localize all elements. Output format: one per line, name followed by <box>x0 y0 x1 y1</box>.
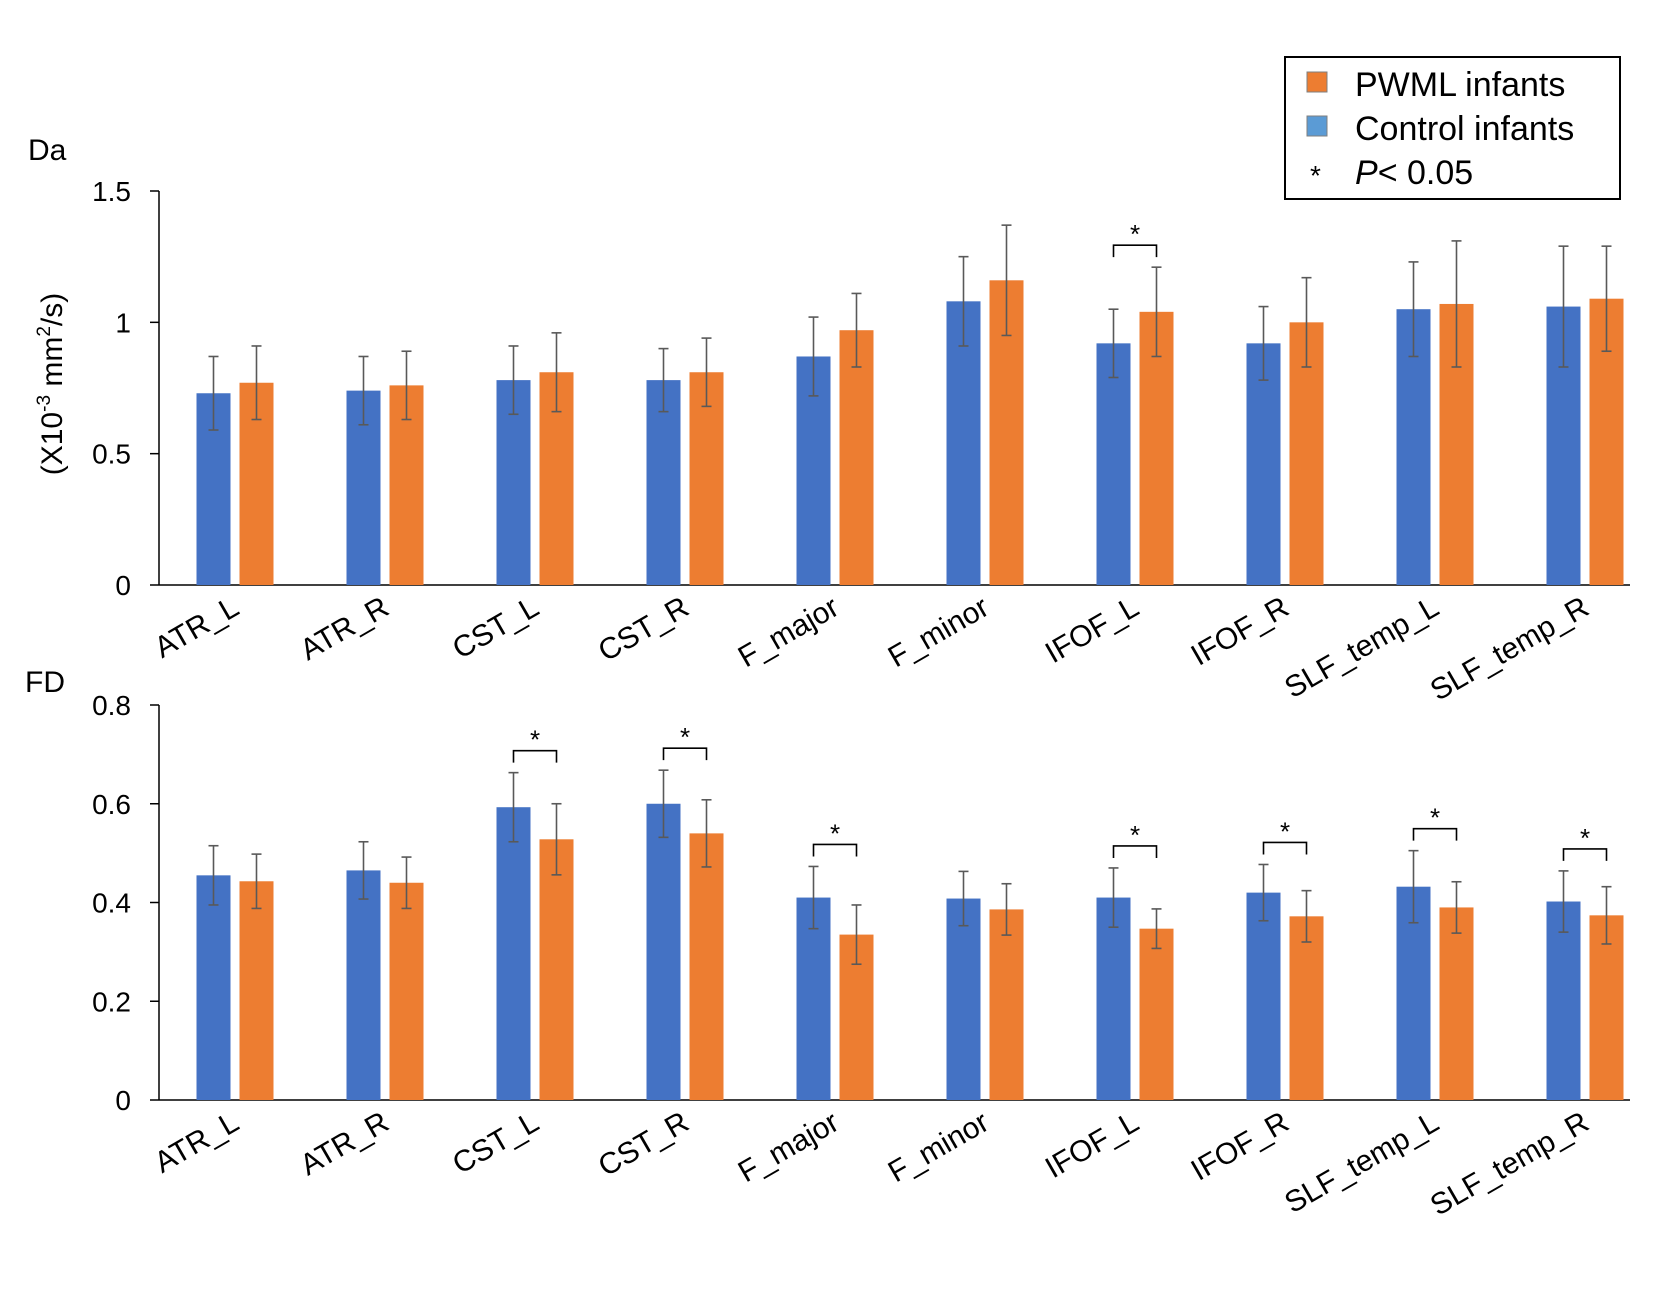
fd-bar-control <box>1096 897 1131 1100</box>
legend-sig-text: P< 0.05 <box>1355 154 1473 192</box>
legend-box <box>1284 56 1621 200</box>
fd-bar-control <box>1246 892 1281 1100</box>
da-y-tick-label: 0.5 <box>92 439 131 470</box>
fd-bar-control <box>346 870 381 1100</box>
legend-sig-symbol: * <box>1310 160 1321 191</box>
fd-bar-pwml <box>989 909 1024 1100</box>
da-bar-control <box>1246 343 1281 585</box>
fd-x-tick-label: CST_R <box>593 1105 695 1183</box>
fd-bar-pwml <box>1589 915 1624 1100</box>
fd-panel: FD 0 0.2 0.4 0.6 0.8 ATR_L ATR_R * CST_L * CST_R * F… <box>25 666 1630 1222</box>
fd-x-tick-label: IFOF_L <box>1040 1105 1145 1184</box>
fd-x-tick-label: SLF_temp_L <box>1279 1105 1444 1219</box>
fd-bar-control <box>196 875 231 1100</box>
da-bar-pwml <box>1139 311 1174 585</box>
legend-sig-p: P <box>1355 154 1378 192</box>
fd-bar-pwml <box>239 881 274 1100</box>
da-bar-control <box>1096 343 1131 585</box>
fd-x-tick-label: F_minor <box>883 1105 995 1189</box>
da-ylabel-mid: mm <box>36 337 69 395</box>
fd-bar-control <box>1546 901 1581 1100</box>
fd-significance-bracket: * <box>662 722 708 761</box>
legend: PWML infants Control infants * P< 0.05 <box>1284 56 1621 200</box>
fd-y-tick-label: 0.2 <box>92 986 131 1017</box>
da-significance-star: * <box>1130 219 1140 249</box>
da-x-tick-label: IFOF_L <box>1040 590 1145 669</box>
fd-bar-pwml <box>1139 928 1174 1100</box>
fd-bracket-line <box>812 843 858 857</box>
fd-significance-star: * <box>530 725 540 755</box>
legend-sig-rest: < 0.05 <box>1378 154 1473 192</box>
fd-y-tick-label: 0.4 <box>92 888 131 919</box>
fd-bracket-line <box>512 749 558 763</box>
fd-bracket-line <box>662 747 708 761</box>
fd-y-tick-label: 0 <box>115 1085 131 1116</box>
fd-bracket-line <box>1262 841 1308 855</box>
da-x-tick-label: IFOF_R <box>1186 590 1295 672</box>
da-ylabel-sup1: -3 <box>34 395 55 412</box>
legend-label-control: Control infants <box>1355 110 1574 148</box>
fd-x-tick-label: CST_L <box>447 1105 544 1180</box>
fd-bar-control <box>946 898 981 1100</box>
fd-bar-pwml <box>539 839 574 1100</box>
da-significance-bracket: * <box>1112 219 1158 258</box>
fd-x-tick-label: F_major <box>733 1105 845 1189</box>
da-y-axis-label: (X10-3 mm2/s) <box>34 293 69 476</box>
fd-significance-bracket: * <box>1562 823 1608 861</box>
da-panel: Da (X10-3 mm2/s) 0 0.5 1 1.5 ATR_L ATR_R CST_L… <box>28 134 1630 707</box>
fd-bracket-line <box>1562 848 1608 861</box>
fd-bar-control <box>496 807 531 1100</box>
fd-panel-label: FD <box>25 666 65 699</box>
fd-significance-bracket: * <box>1412 803 1458 841</box>
fd-bar-pwml <box>689 833 724 1100</box>
fd-bar-control <box>796 897 831 1100</box>
fd-significance-bracket: * <box>1112 820 1158 858</box>
da-y-tick-label: 0 <box>115 570 131 601</box>
da-y-tick-label: 1.5 <box>92 176 131 207</box>
da-x-tick-label: ATR_L <box>149 590 244 664</box>
fd-bar-control <box>646 803 681 1100</box>
fd-significance-star: * <box>1580 823 1590 853</box>
fd-bar-pwml <box>1289 916 1324 1100</box>
fd-significance-star: * <box>1130 820 1140 850</box>
da-ylabel-sup2: 2 <box>34 326 55 337</box>
da-y-tick-label: 1 <box>115 307 131 338</box>
da-bracket-line <box>1112 244 1158 258</box>
fd-bracket-line <box>1112 845 1158 858</box>
fd-x-tick-label: SLF_temp_R <box>1425 1105 1595 1222</box>
fd-significance-star: * <box>1280 816 1290 846</box>
da-bar-control <box>646 380 681 585</box>
fd-significance-bracket: * <box>812 818 858 857</box>
fd-significance-bracket: * <box>512 725 558 763</box>
legend-swatch-control <box>1306 115 1328 137</box>
da-bar-pwml <box>839 330 874 585</box>
fd-bar-pwml <box>1439 907 1474 1100</box>
da-x-tick-label: ATR_R <box>295 590 395 667</box>
fd-x-tick-label: ATR_L <box>149 1105 244 1179</box>
da-x-tick-label: CST_R <box>593 590 695 668</box>
da-panel-label: Da <box>28 134 67 167</box>
fd-y-tick-label: 0.8 <box>92 690 131 721</box>
fd-bracket-line <box>1412 827 1458 841</box>
da-x-tick-label: F_major <box>733 590 845 674</box>
da-bar-pwml <box>689 372 724 585</box>
da-ylabel-pre: (X10 <box>36 412 69 475</box>
fd-bar-pwml <box>389 882 424 1100</box>
fd-significance-star: * <box>830 818 840 848</box>
da-ylabel-post: /s) <box>36 293 69 326</box>
fd-y-tick-label: 0.6 <box>92 789 131 820</box>
fd-significance-bracket: * <box>1262 816 1308 855</box>
da-x-tick-label: CST_L <box>447 590 544 665</box>
fd-significance-star: * <box>680 722 690 752</box>
da-x-tick-label: SLF_temp_R <box>1425 590 1595 707</box>
legend-label-pwml: PWML infants <box>1355 66 1565 104</box>
legend-swatch-pwml <box>1306 71 1328 93</box>
fd-x-tick-label: IFOF_R <box>1186 1105 1295 1187</box>
fd-x-tick-label: ATR_R <box>295 1105 395 1182</box>
fd-significance-star: * <box>1430 803 1440 833</box>
da-x-tick-label: F_minor <box>883 590 995 674</box>
da-bar-control <box>946 301 981 585</box>
da-x-tick-label: SLF_temp_L <box>1279 590 1444 704</box>
